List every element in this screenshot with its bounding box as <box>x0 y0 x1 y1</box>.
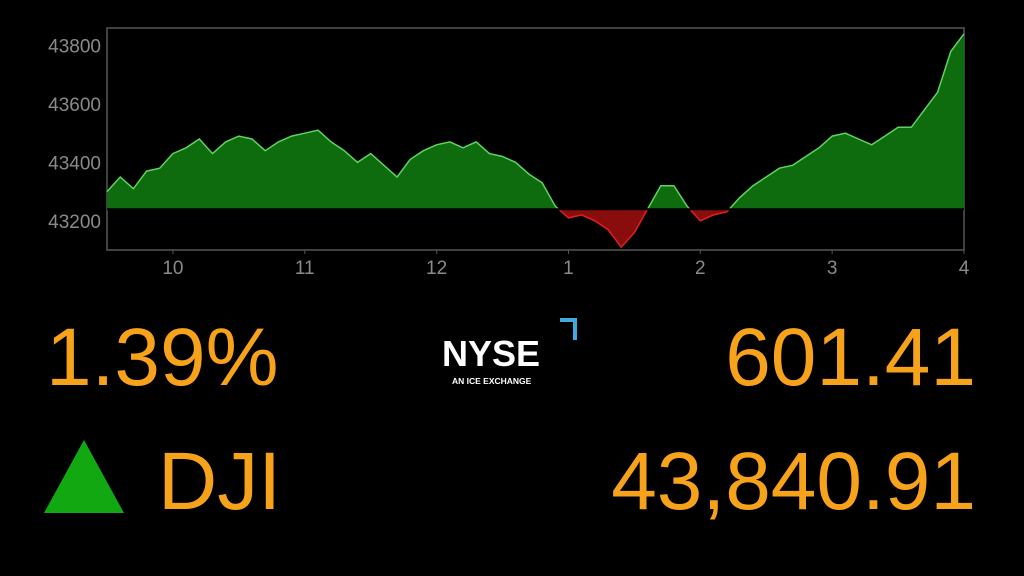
plot <box>106 33 965 249</box>
y-tick-label: 43800 <box>48 37 101 58</box>
area-up <box>107 33 964 210</box>
x-tick-label: 4 <box>959 258 970 279</box>
x-tick-label: 12 <box>426 258 447 279</box>
x-tick-label: 1 <box>563 258 574 279</box>
up-arrow <box>44 440 124 513</box>
logo: NYSE <box>442 333 540 374</box>
logo-subtitle: AN ICE EXCHANGE <box>452 376 532 386</box>
percent-change: 1.39% <box>46 312 279 403</box>
x-tick-label: 11 <box>295 258 315 279</box>
x-tick-label: 2 <box>695 258 706 279</box>
y-tick-label: 43200 <box>48 212 101 233</box>
line-up <box>106 33 965 210</box>
x-tick-label: 3 <box>827 258 838 279</box>
y-tick-label: 43400 <box>48 153 101 174</box>
x-tick-label: 10 <box>162 258 183 279</box>
y-tick-label: 43600 <box>48 95 101 116</box>
price: 43,840.91 <box>611 436 976 527</box>
logo-bracket <box>560 318 577 340</box>
symbol: DJI <box>158 436 281 527</box>
point-change: 601.41 <box>725 312 976 403</box>
area-down <box>558 209 730 248</box>
